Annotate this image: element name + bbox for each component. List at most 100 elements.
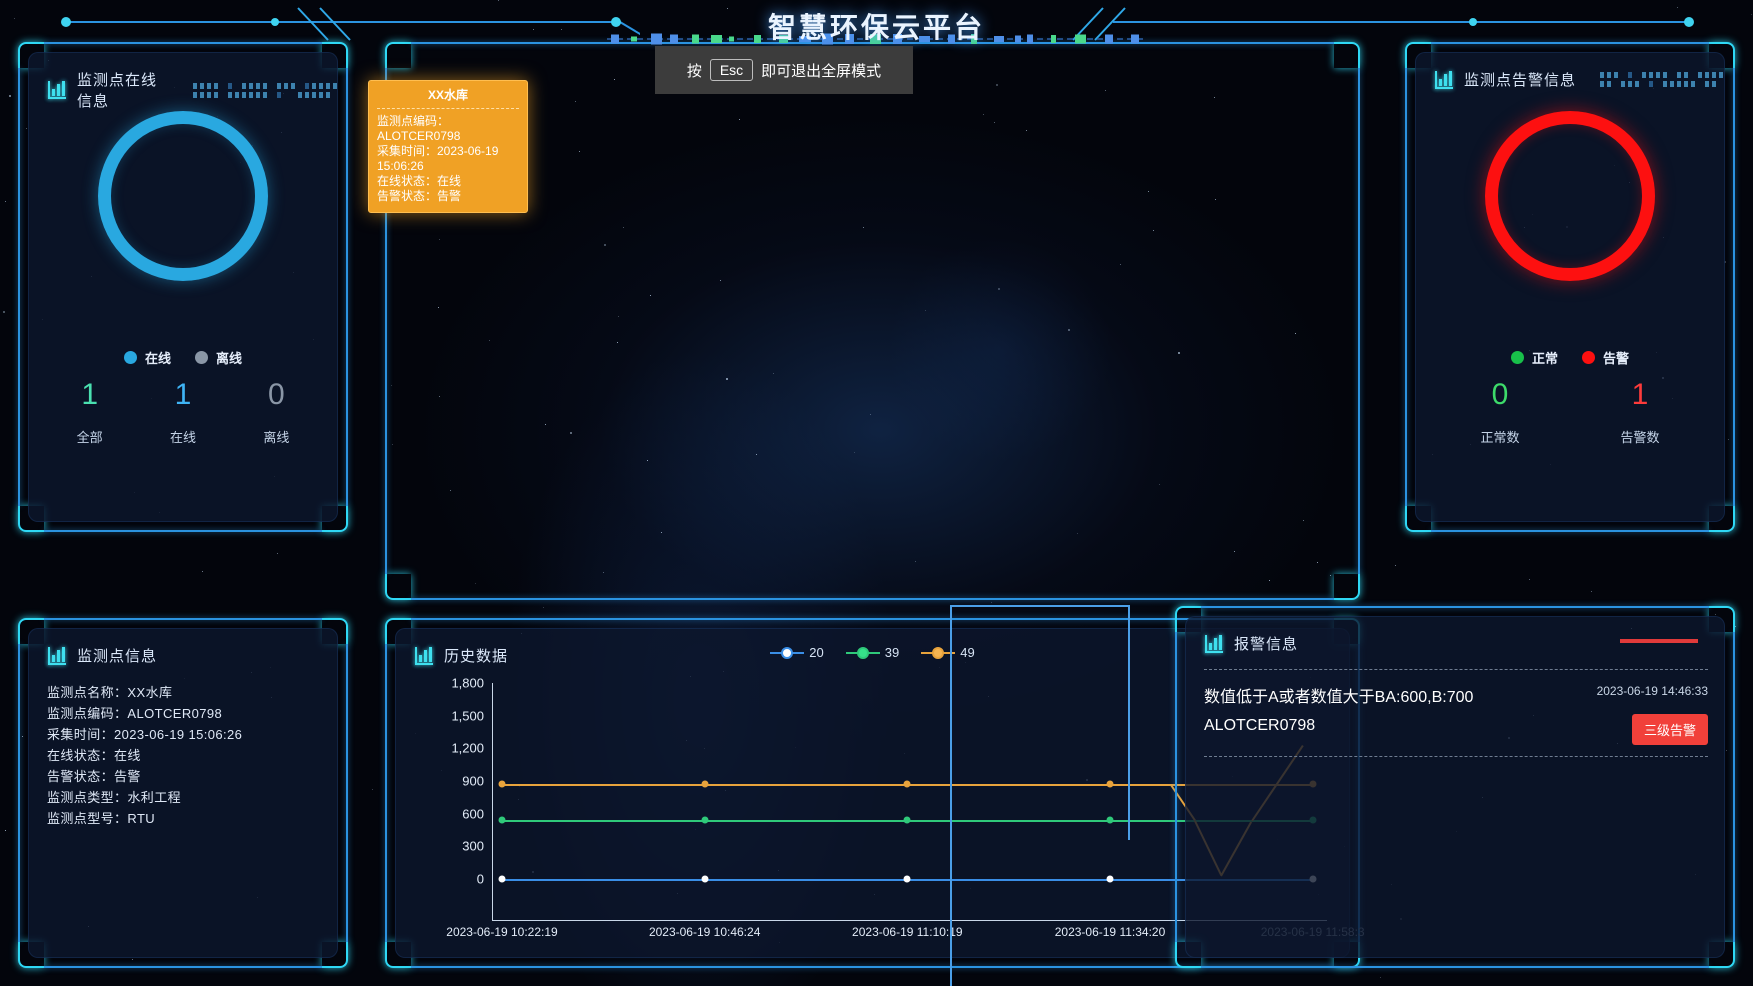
panel-header: 报警信息 (1186, 617, 1724, 654)
x-axis-line (492, 920, 1327, 921)
info-row-online-state: 在线状态：在线 (47, 748, 141, 763)
chart-data-point[interactable] (701, 816, 709, 824)
bar-chart-icon (47, 81, 67, 99)
stat-total-value: 1 (81, 378, 98, 411)
chart-line-segment (502, 784, 705, 787)
chart-data-point[interactable] (498, 780, 506, 788)
legend-item-normal[interactable]: 正常 (1510, 348, 1558, 367)
chart-data-point[interactable] (701, 875, 709, 883)
online-legend: 在线 离线 (29, 348, 337, 367)
y-tick-label: 1,800 (451, 675, 484, 691)
legend-dot-online (123, 351, 137, 364)
info-row-model: 监测点型号：RTU (47, 811, 156, 826)
y-tick-label: 300 (462, 838, 484, 854)
alarm-list-item[interactable]: 数值低于A或者数值大于BA:600,B:700 ALOTCER0798 2023… (1204, 669, 1708, 757)
stat-online-value: 1 (174, 378, 192, 411)
stat-normal: 0 正常数 (1430, 378, 1570, 446)
chart-data-point[interactable] (903, 875, 911, 883)
stat-online: 1 在线 (136, 378, 229, 446)
x-tick-label: 2023-06-19 11:34:20 (1054, 925, 1166, 939)
stat-total-label: 全部 (76, 429, 103, 445)
legend-label-online: 在线 (144, 351, 171, 366)
stat-offline-label: 离线 (263, 429, 290, 445)
bar-chart-icon (47, 646, 67, 665)
info-row-type: 监测点类型：水利工程 (47, 790, 182, 805)
tooltip-row-code: 监测点编码：ALOTCER0798 (377, 114, 461, 143)
panel-title: 历史数据 (444, 648, 509, 665)
chart-data-point[interactable] (498, 816, 506, 824)
legend-item-alarm[interactable]: 告警 (1582, 348, 1629, 367)
chart-data-point[interactable] (498, 875, 506, 883)
chart-legend-item-49[interactable]: 49 (921, 645, 975, 660)
y-axis-line (492, 683, 493, 921)
chart-legend-item-39[interactable]: 39 (845, 645, 900, 660)
fullscreen-exit-toast: 按 Esc 即可退出全屏模式 (655, 46, 913, 94)
panel-title: 报警信息 (1234, 636, 1299, 653)
chart-legend-item-20[interactable]: 20 (770, 645, 824, 660)
donut-ring (1485, 111, 1655, 281)
x-tick-label: 2023-06-19 11:10:19 (852, 925, 963, 939)
stat-alarm-label: 告警数 (1620, 429, 1660, 445)
monitoring-alarm-panel: 监测点告警信息 正常 告警 (1405, 42, 1735, 532)
panel-frame (385, 42, 1360, 600)
stat-normal-value: 0 (1491, 378, 1509, 411)
info-row-name: 监测点名称：XX水库 (47, 685, 173, 700)
toast-prefix: 按 (686, 62, 702, 80)
legend-item-offline[interactable]: 离线 (195, 348, 242, 367)
legend-label-alarm: 告警 (1603, 351, 1630, 366)
legend-marker-49 (921, 646, 956, 659)
alarm-code: ALOTCER0798 (1204, 717, 1316, 734)
panel-title: 监测点信息 (77, 648, 158, 665)
alarm-message: 数值低于A或者数值大于BA:600,B:700 (1204, 689, 1474, 706)
page-title: 智慧环保云平台 (767, 12, 985, 43)
chart-line-segment (502, 820, 705, 823)
legend-marker-20 (770, 646, 805, 659)
y-tick-label: 0 (476, 871, 484, 887)
legend-item-online[interactable]: 在线 (123, 348, 171, 367)
panel-header: 历史数据 (396, 629, 1349, 666)
chart-data-point[interactable] (1106, 875, 1114, 883)
donut-ring (98, 111, 268, 281)
stat-offline-value: 0 (267, 378, 285, 411)
alarm-accent-bar (1620, 639, 1698, 643)
chart-line-segment (704, 879, 908, 881)
y-axis-labels: 0 300 600 900 1,200 1,500 1,800 (444, 675, 488, 947)
monitoring-online-panel: 监测点在线信息 在线 离线 (18, 42, 348, 532)
legend-dot-alarm (1582, 351, 1595, 364)
panel-header: 监测点告警信息 (1416, 53, 1724, 90)
panel-body: 监测点告警信息 正常 告警 (1415, 52, 1725, 522)
chart-data-point[interactable] (903, 816, 911, 824)
stat-alarm-value: 1 (1631, 378, 1649, 411)
online-stats-row: 1 全部 1 在线 0 离线 (43, 378, 323, 446)
toast-suffix: 即可退出全屏模式 (761, 62, 882, 80)
chart-data-point[interactable] (1106, 816, 1114, 824)
alarm-legend: 正常 告警 (1416, 348, 1724, 367)
panel-title: 监测点告警信息 (1464, 72, 1577, 89)
esc-key-badge: Esc (709, 59, 754, 81)
chart-legend-label-39: 39 (884, 645, 900, 660)
info-row-time: 采集时间：2023-06-19 15:06:26 (47, 727, 243, 742)
x-tick-label: 2023-06-19 10:46:24 (648, 925, 761, 939)
alarm-level-badge: 三级告警 (1631, 714, 1708, 745)
header-left-diagonals (286, 0, 666, 46)
map-panel[interactable] (385, 42, 1360, 600)
tooltip-title: XX水库 (377, 86, 519, 109)
info-row-code: 监测点编码：ALOTCER0798 (47, 706, 223, 721)
alarm-stats-row: 0 正常数 1 告警数 (1430, 378, 1710, 446)
chart-data-point[interactable] (903, 780, 911, 788)
alarm-timestamp: 2023-06-19 14:46:33 (1596, 684, 1708, 698)
chart-data-point[interactable] (1106, 780, 1114, 788)
stat-total: 1 全部 (43, 378, 136, 446)
chart-data-point[interactable] (701, 780, 709, 788)
legend-dot-offline (195, 351, 208, 364)
tooltip-row-online: 在线状态：在线 (377, 174, 462, 188)
legend-marker-39 (845, 646, 880, 659)
tooltip-row-alarm: 告警状态：告警 (377, 189, 462, 203)
alarm-info-panel: 报警信息 数值低于A或者数值大于BA:600,B:700 ALOTCER0798… (1175, 606, 1735, 968)
stat-online-label: 在线 (169, 429, 196, 445)
chart-legend-label-20: 20 (809, 645, 824, 660)
chart-line-segment (907, 879, 1110, 881)
bar-chart-icon (414, 646, 434, 665)
map-point-tooltip: XX水库 监测点编码：ALOTCER0798 采集时间：2023-06-19 1… (368, 80, 528, 213)
